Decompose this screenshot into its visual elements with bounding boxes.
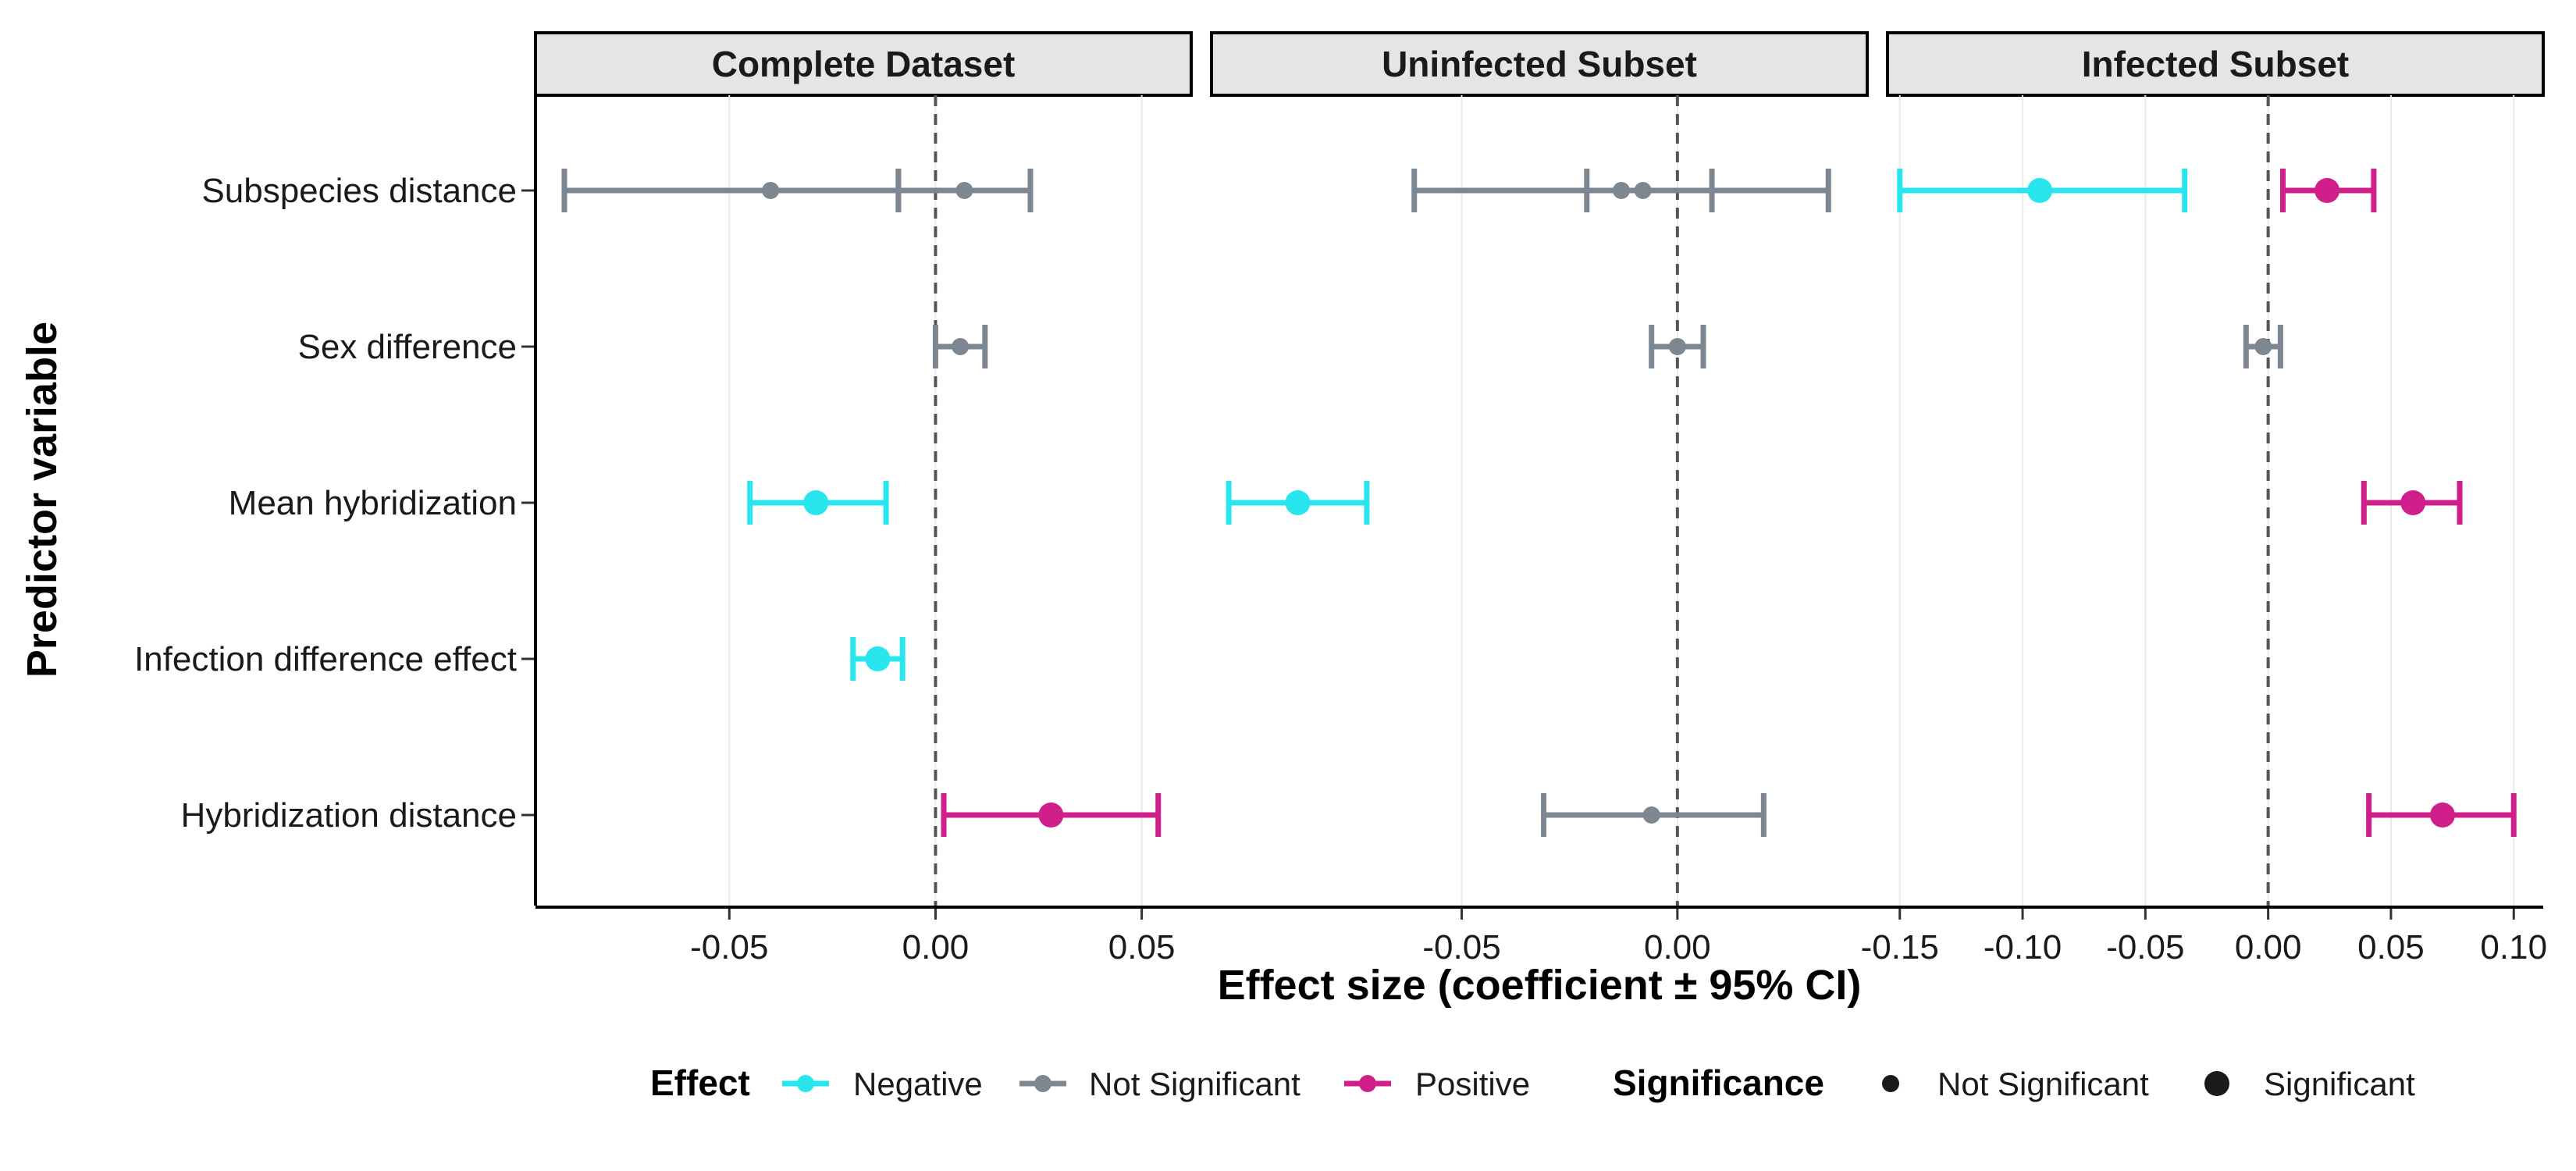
strip-background [534,31,1193,97]
legend-size-label-not-significant: Not Significant [1937,1066,2149,1102]
x-tick-label: -0.05 [1422,928,1500,966]
estimate-point [2254,338,2272,355]
legend: Effect Negative Not Significant Positive Sig… [650,1062,2415,1103]
estimate-point [1285,490,1311,515]
category-label-hybridization-distance: Hybridization distance [181,796,517,835]
category-label-infection-difference-effect: Infection difference effect [134,640,517,678]
estimate-point [955,182,973,199]
estimate-point [1642,806,1660,824]
legend-label-positive: Positive [1415,1066,1530,1102]
point-hybridization-distance [2366,793,2517,837]
x-tick-label: -0.05 [690,928,768,966]
x-tick-label: 0.05 [2357,928,2425,966]
point-mean-hybridization [2361,481,2463,525]
legend-key-point [1359,1075,1376,1092]
y-axis-title: Predictor variable [19,322,66,678]
estimate-point [2027,178,2053,203]
point-hybridization-distance [941,793,1162,837]
x-tick-label: -0.10 [1984,928,2062,966]
estimate-point [1668,338,1686,355]
point-mean-hybridization [747,481,889,525]
strip-background [1886,31,2545,97]
point-sex-difference [932,325,988,368]
category-label-subspecies-distance: Subspecies distance [201,172,517,210]
x-tick-label: 0.00 [2235,928,2302,966]
legend-size-label-significant: Significant [2264,1066,2415,1102]
panel-uninfected-subset: Uninfected Subset -0.05 0.00 [1210,31,1869,966]
point-subspecies-distance [1411,169,1831,212]
legend-label-not-significant: Not Significant [1089,1066,1300,1102]
point-subspecies-distance [895,169,1034,212]
legend-size-key-not-significant [1882,1075,1899,1092]
estimate-point [762,182,780,199]
legend-key-point [1034,1075,1051,1092]
panel-infected-subset: Infected Subset -0.15 -0.10 -0.05 0.00 0.05 0.… [1861,31,2547,966]
estimate-point [803,490,829,515]
strip-title: Infected Subset [2082,44,2350,84]
point-sex-difference [1649,325,1706,368]
point-infection-difference-effect [850,637,906,681]
x-axis-title: Effect size (coefficient ± 95% CI) [1218,962,1862,1009]
point-subspecies-distance [1897,169,2188,212]
x-tick-label: 0.10 [2480,928,2547,966]
legend-size-key-significant [2204,1071,2229,1096]
x-tick-label: -0.05 [2106,928,2184,966]
strip-title: Uninfected Subset [1382,44,1697,84]
legend-title-significance: Significance [1613,1062,1824,1103]
x-tick-label: 0.00 [902,928,970,966]
point-sex-difference [2243,325,2283,368]
legend-label-negative: Negative [853,1066,983,1102]
estimate-point [2314,178,2340,203]
category-label-sex-difference: Sex difference [298,328,517,366]
point-subspecies-distance [561,169,902,212]
category-labels: Subspecies distance Sex difference Mean hy… [134,172,535,835]
panel-complete-dataset: Complete Dataset -0.05 0.00 0.05 [534,31,1193,966]
x-tick-label: 0.05 [1108,928,1176,966]
estimate-point [1038,803,1064,828]
estimate-point [2430,803,2456,828]
estimate-point [952,338,970,355]
x-tick-label: -0.15 [1861,928,1939,966]
point-hybridization-distance [1541,793,1767,837]
estimate-point [2400,490,2426,515]
strip-background [1210,31,1869,97]
x-tick-label: 0.00 [1644,928,1711,966]
category-label-mean-hybridization: Mean hybridization [229,484,517,522]
legend-title-effect: Effect [650,1062,750,1103]
legend-key-point [797,1075,814,1092]
estimate-point [865,646,891,671]
estimate-point [1634,182,1652,199]
point-mean-hybridization [1226,481,1370,525]
strip-title: Complete Dataset [712,44,1016,84]
point-subspecies-distance [2280,169,2377,212]
